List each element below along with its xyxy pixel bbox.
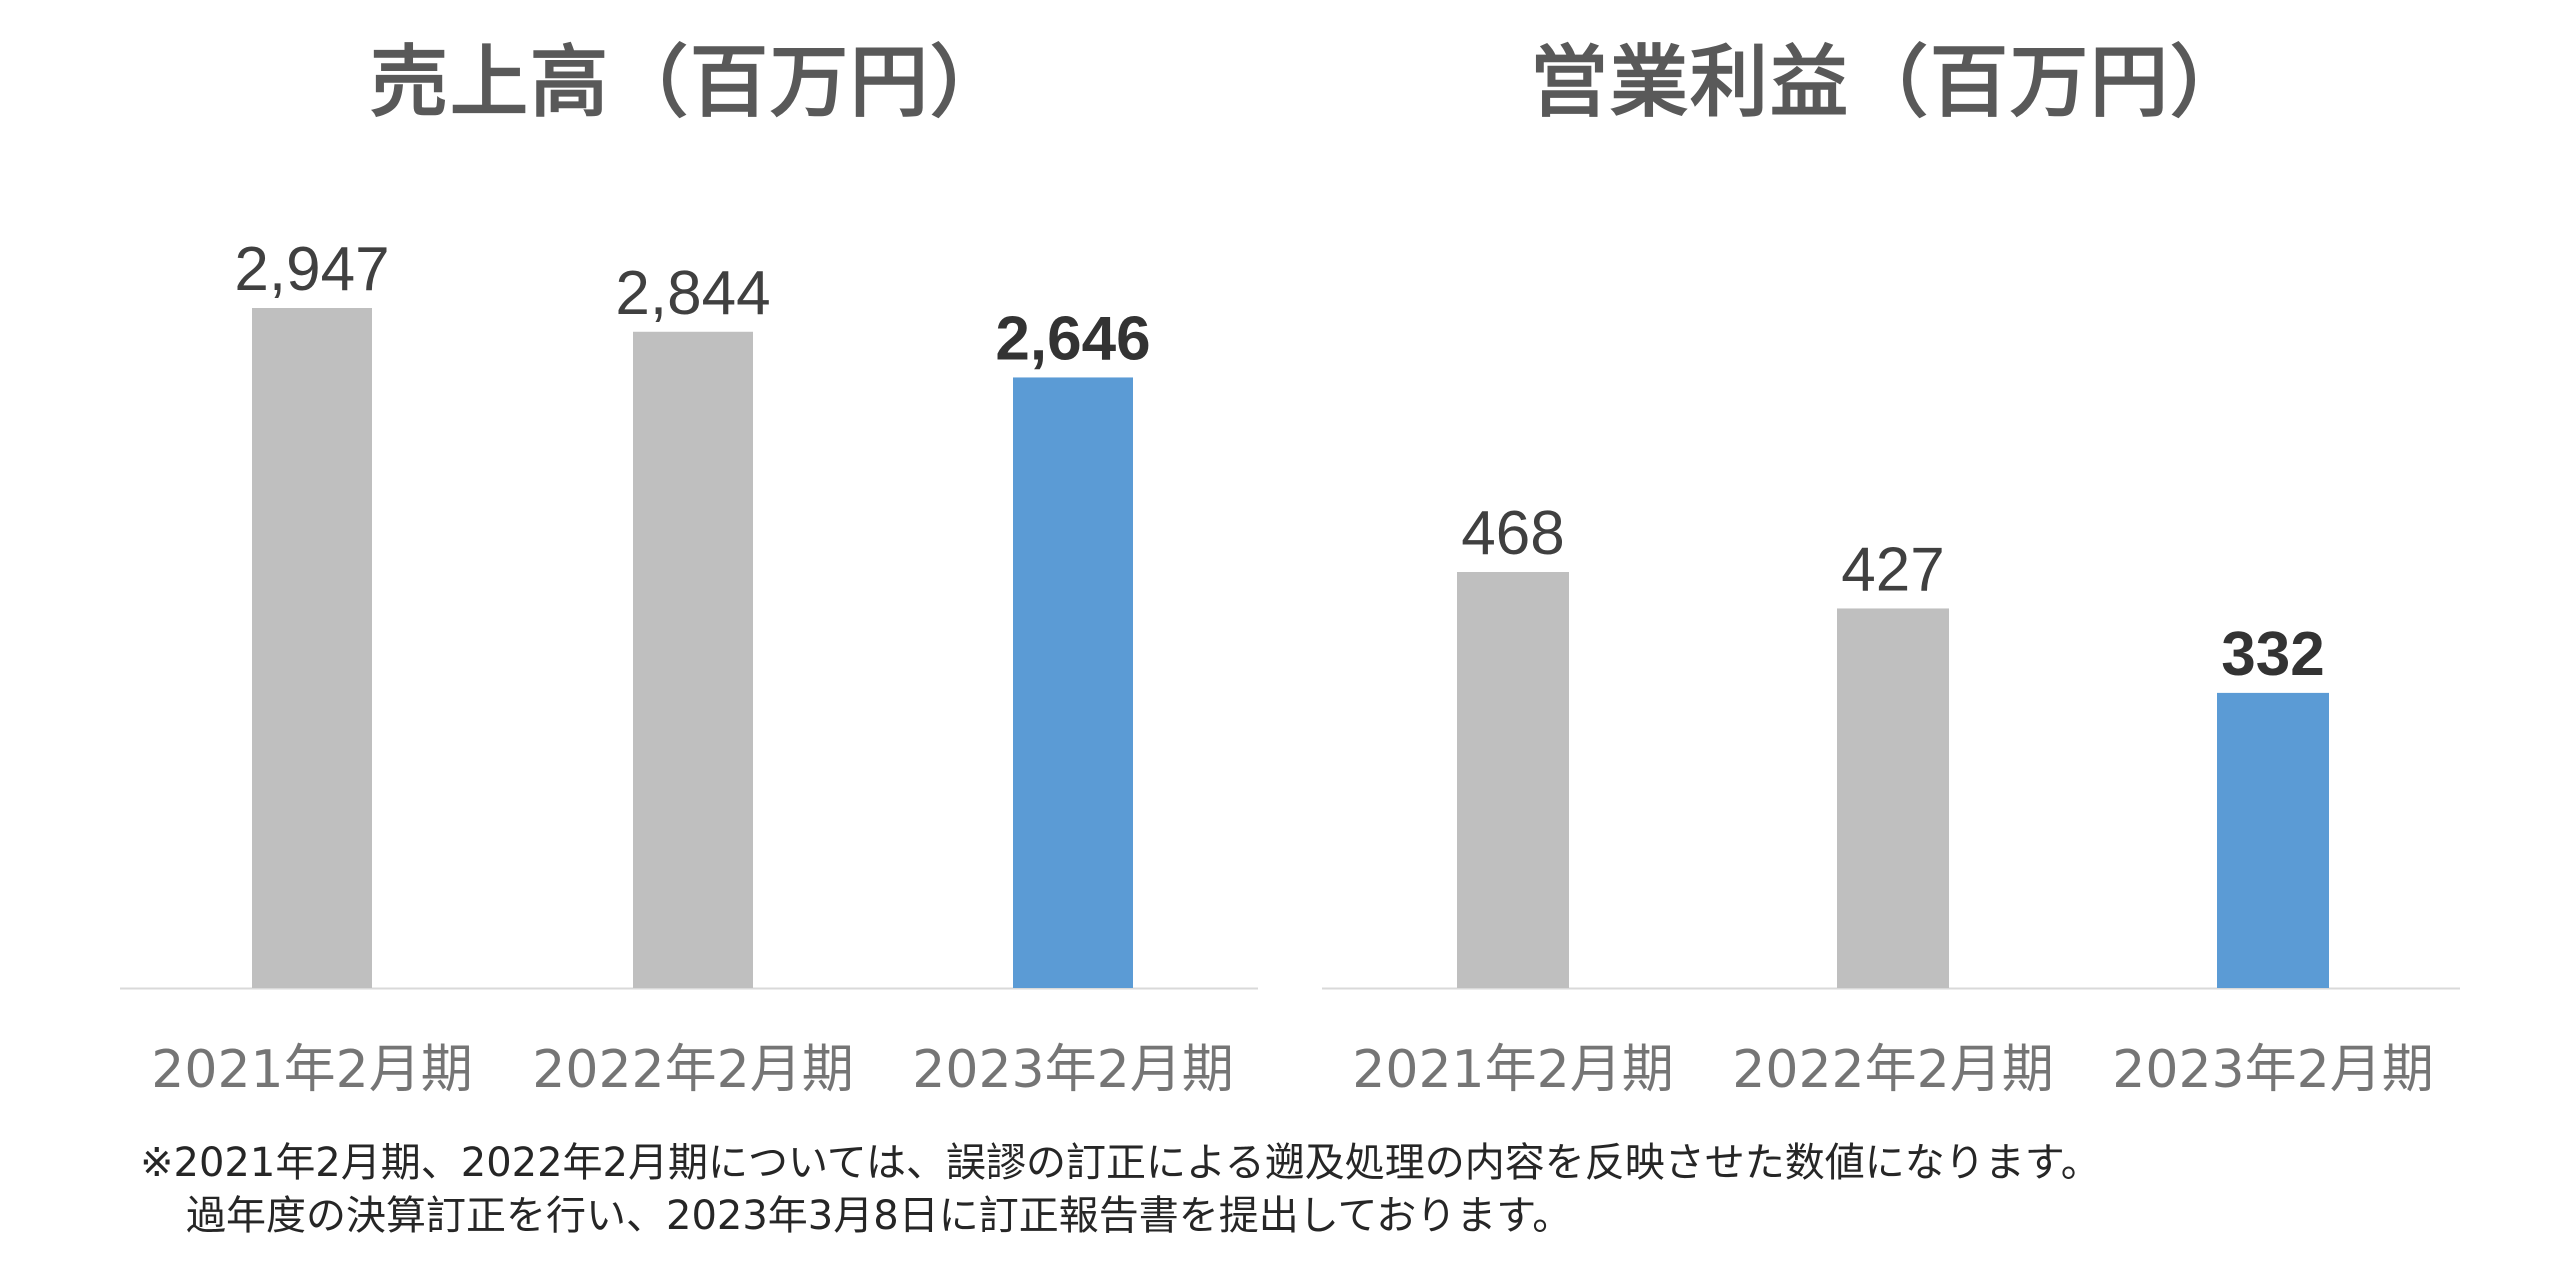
operating-profit-bar-2 bbox=[1837, 608, 1949, 988]
operating-profit-category-label-3: 2023年2月期 bbox=[2112, 1040, 2433, 1100]
sales-chart-title: 売上高（百万円） bbox=[369, 38, 1010, 128]
sales-bar-1 bbox=[252, 308, 372, 988]
operating-profit-value-label-3: 332 bbox=[2221, 620, 2324, 689]
operating-profit-bar-1 bbox=[1457, 572, 1569, 988]
sales-bar-3 bbox=[1013, 377, 1133, 988]
sales-category-label-3: 2023年2月期 bbox=[912, 1040, 1233, 1100]
footnote-line-1: ※2021年2月期、2022年2月期については、誤謬の訂正による遡及処理の内容を… bbox=[140, 1140, 2101, 1186]
operating-profit-bar-chart: 468 2021年2月期 427 2022年2月期 332 2023年2月期 bbox=[1322, 499, 2460, 1100]
charts-canvas: 2,9472021年2月期2,8442022年2月期2,6462023年2月期 … bbox=[120, 235, 2460, 1100]
sales-value-label-3: 2,646 bbox=[995, 304, 1150, 373]
operating-profit-chart-title: 営業利益（百万円） bbox=[1529, 38, 2250, 128]
sales-bar-chart: 2,947 2021年2月期 2,844 2022年2月期 2,646 2023年2月期 bbox=[120, 235, 1258, 1100]
operating-profit-bar-3 bbox=[2217, 692, 2329, 988]
sales-bar-2 bbox=[633, 331, 753, 988]
sales-category-label-1: 2021年2月期 bbox=[151, 1040, 472, 1100]
footnote-line-2: 過年度の決算訂正を行い、2023年3月8日に訂正報告書を提出しております。 bbox=[186, 1193, 1573, 1239]
sales-value-label-1: 2,947 bbox=[234, 235, 389, 304]
operating-profit-value-label-2: 427 bbox=[1841, 535, 1944, 604]
sales-category-label-2: 2022年2月期 bbox=[532, 1040, 853, 1100]
operating-profit-value-label-1: 468 bbox=[1461, 499, 1564, 568]
sales-value-label-2: 2,844 bbox=[615, 259, 770, 328]
operating-profit-category-label-1: 2021年2月期 bbox=[1352, 1040, 1673, 1100]
operating-profit-category-label-2: 2022年2月期 bbox=[1732, 1040, 2053, 1100]
